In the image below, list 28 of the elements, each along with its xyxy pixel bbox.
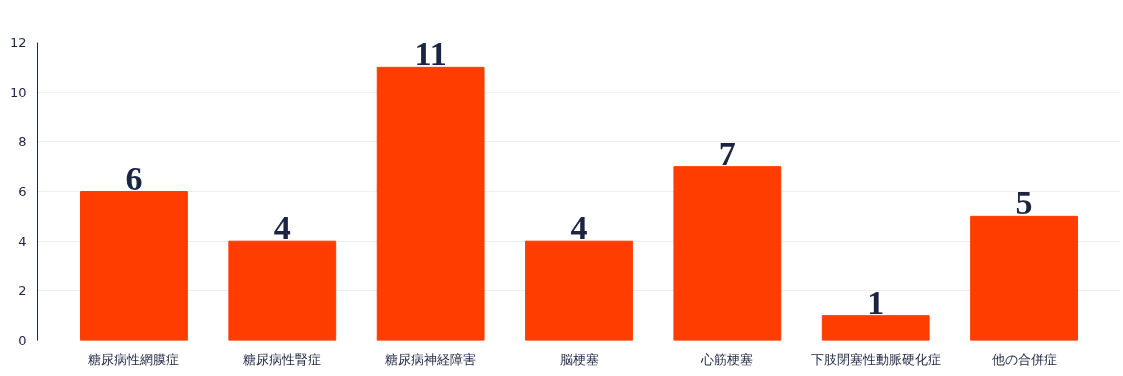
bar (970, 215, 1078, 341)
y-tick-label: 2 (18, 283, 27, 299)
bar (228, 240, 337, 341)
data-label: 6 (125, 159, 143, 197)
y-tick-label: 6 (18, 184, 27, 199)
x-tick-label: 下肢閉塞性動脈硬化症 (810, 351, 941, 367)
x-tick-label: 糖尿病性腎症 (243, 351, 322, 367)
x-tick-label: 糖尿病神経障害 (385, 351, 477, 367)
bar (376, 66, 485, 341)
y-tick-label: 12 (9, 35, 27, 50)
y-tick-label: 4 (18, 233, 27, 249)
y-tick-label: 8 (18, 134, 27, 150)
bar (821, 315, 930, 341)
bar (673, 166, 782, 341)
x-tick-label: 脳梗塞 (559, 351, 599, 367)
bar (80, 191, 188, 341)
data-label: 4 (570, 209, 588, 247)
x-tick-label: 他の合併症 (991, 351, 1057, 367)
data-label: 11 (414, 35, 447, 73)
bar (525, 240, 633, 341)
x-tick-label: 心筋梗塞 (700, 351, 754, 367)
data-label: 4 (273, 209, 291, 247)
data-label: 5 (1015, 184, 1033, 222)
y-tick-label: 10 (9, 84, 27, 100)
y-tick-label: 0 (18, 333, 27, 348)
x-tick-label: 糖尿病性網膜症 (88, 351, 180, 367)
data-label: 1 (867, 283, 885, 321)
data-label: 7 (718, 134, 736, 172)
